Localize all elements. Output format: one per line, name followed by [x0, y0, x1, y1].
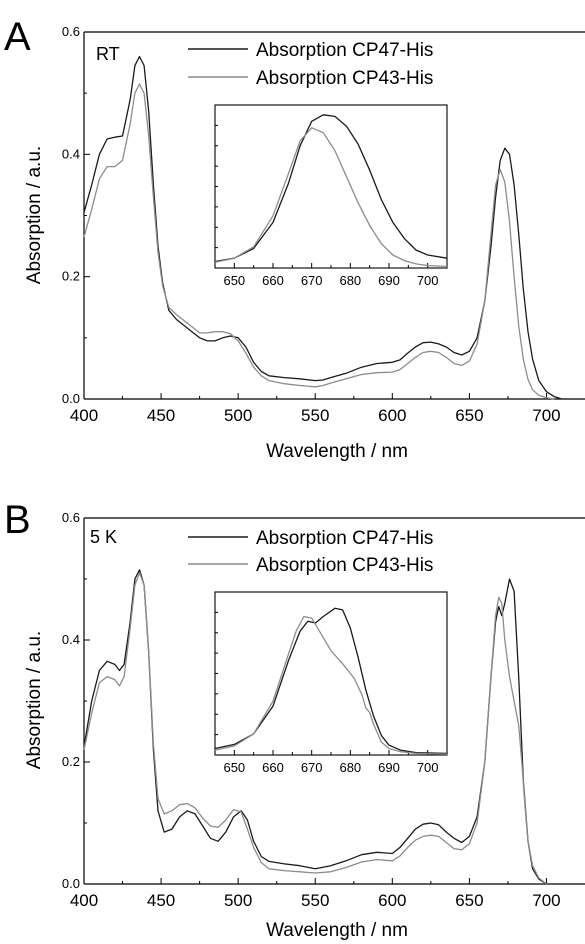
- panel-a-x-tick-label: 650: [455, 406, 483, 425]
- panel-b-inset-frame: [214, 591, 448, 756]
- panel-b-inset-x-tick-label: 670: [301, 760, 323, 775]
- panel-b-y-tick-label: 0.2: [62, 754, 80, 769]
- panel-b-x-axis-title: Wavelength / nm: [266, 920, 408, 941]
- panel-a-inset-frame: [214, 104, 448, 269]
- panel-a-condition: RT: [96, 44, 120, 64]
- panel-a: A RT Absorption CP47-His Absorption CP43…: [4, 15, 585, 462]
- panel-a-y-tick-label: 0.0: [62, 391, 80, 406]
- panel-b-x-tick-label: 700: [532, 891, 560, 910]
- panel-b-letter: B: [4, 498, 31, 542]
- panel-b-x-tick-label: 500: [224, 891, 252, 910]
- panel-b-condition: 5 K: [90, 527, 117, 547]
- panel-a-inset-x-tick-label: 650: [223, 273, 245, 288]
- panel-a-inset-x-tick-label: 660: [262, 273, 284, 288]
- panel-a-inset-x-tick-label: 690: [378, 273, 400, 288]
- panel-a-y-tick-label: 0.4: [62, 146, 80, 161]
- panel-b-y-tick-label: 0.6: [62, 510, 80, 525]
- panel-b-x-tick-label: 600: [378, 891, 406, 910]
- panel-a-x-tick-label: 450: [147, 406, 175, 425]
- panel-b-inset-x-tick-label: 680: [339, 760, 361, 775]
- panel-b-x-tick-label: 550: [301, 891, 329, 910]
- panel-a-series-cp47-line: [83, 55, 563, 400]
- panel-b-inset: 650 660 670 680 690 700: [214, 591, 448, 775]
- panel-a-y-axis-title: Absorption / a.u.: [24, 146, 45, 284]
- panel-a-x-tick-label: 600: [378, 406, 406, 425]
- panel-a-x-tick-label: 400: [70, 406, 98, 425]
- panel-b-inset-series-cp47-line: [214, 607, 448, 755]
- panel-a-inset-x-tick-label: 670: [301, 273, 323, 288]
- panel-a-inset-x-tick-label: 700: [417, 273, 439, 288]
- panel-a-y-tick-label: 0.2: [62, 269, 80, 284]
- panel-a-letter: A: [4, 15, 31, 59]
- panel-a-x-tick-label: 700: [532, 406, 560, 425]
- panel-a-inset: 650 660 670 680 690 700: [214, 104, 448, 288]
- panel-b-legend-label-cp43: Absorption CP43-His: [256, 555, 433, 576]
- panel-a-x-axis-title: Wavelength / nm: [266, 441, 408, 462]
- panel-a-series-cp43-line: [83, 83, 555, 400]
- panel-b-legend-label-cp47: Absorption CP47-His: [256, 528, 433, 549]
- panel-b-inset-series-cp43-line: [214, 615, 448, 755]
- panel-a-x-tick-label: 500: [224, 406, 252, 425]
- panel-b-y-tick-label: 0.4: [62, 632, 80, 647]
- panel-b-x-tick-label: 400: [70, 891, 98, 910]
- panel-b: B 5 K Absorption CP47-His Absorption CP4…: [4, 498, 585, 941]
- panel-b-inset-x-tick-label: 700: [417, 760, 439, 775]
- panel-b-x-tick-label: 650: [455, 891, 483, 910]
- panel-b-series-cp43-line: [83, 572, 547, 885]
- panel-a-inset-x-tick-label: 680: [339, 273, 361, 288]
- panel-a-inset-series-cp47-line: [214, 114, 448, 263]
- panel-a-y-tick-label: 0.6: [62, 24, 80, 39]
- panel-a-legend-label-cp43: Absorption CP43-His: [256, 68, 433, 89]
- panel-b-inset-x-tick-label: 690: [378, 760, 400, 775]
- panel-b-inset-x-tick-label: 660: [262, 760, 284, 775]
- panel-a-x-tick-label: 550: [301, 406, 329, 425]
- panel-b-y-axis-title: Absorption / a.u.: [24, 631, 45, 769]
- panel-b-x-tick-label: 450: [147, 891, 175, 910]
- panel-a-inset-series-cp43-line: [214, 127, 448, 268]
- panel-a-legend-label-cp47: Absorption CP47-His: [256, 40, 433, 61]
- panel-b-y-tick-label: 0.0: [62, 876, 80, 891]
- panel-b-inset-x-tick-label: 650: [223, 760, 245, 775]
